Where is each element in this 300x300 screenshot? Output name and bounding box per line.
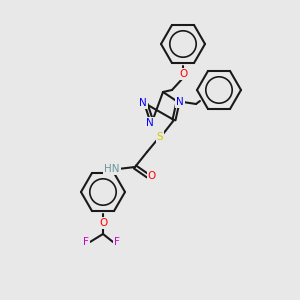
Text: N: N [139,98,147,108]
Text: O: O [99,218,107,228]
Text: N: N [146,118,154,128]
Text: S: S [157,132,163,142]
Text: O: O [179,69,187,79]
Text: N: N [176,97,184,107]
Text: O: O [148,171,156,181]
Text: HN: HN [104,164,120,174]
Text: F: F [114,237,120,247]
Text: F: F [83,237,89,247]
